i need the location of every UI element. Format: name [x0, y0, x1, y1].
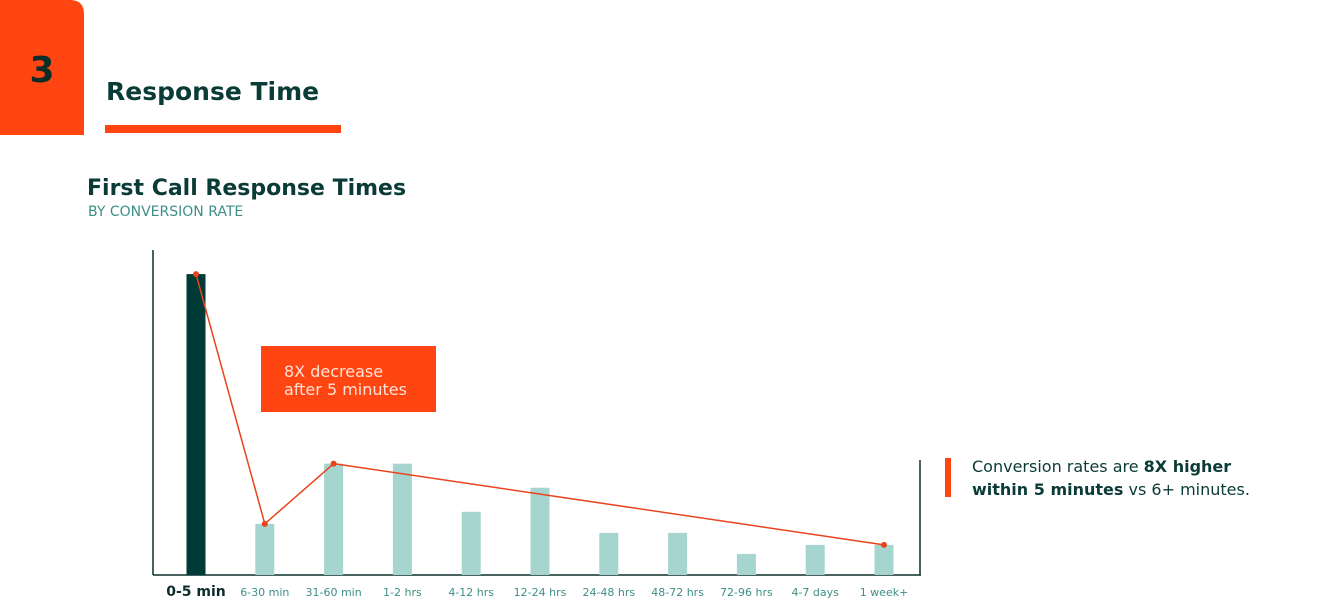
title-underline: [105, 125, 341, 133]
bar: [186, 274, 206, 575]
callout-line: Conversion rates are 8X higher: [972, 457, 1231, 476]
x-tick-label: 1 week+: [860, 586, 909, 599]
x-tick-label: 48-72 hrs: [651, 586, 704, 599]
annotation-box: [261, 346, 436, 412]
x-tick-label: 72-96 hrs: [720, 586, 773, 599]
callout-line: within 5 minutes vs 6+ minutes.: [972, 480, 1250, 499]
trend-line: [264, 463, 335, 525]
x-tick-label: 6-30 min: [240, 586, 289, 599]
bar: [461, 511, 481, 575]
plot: 0-5 min 6-30 min 31-60 min 1-2 hrs 4-12 hrs 1…: [166, 271, 908, 600]
x-tick-label: 4-12 hrs: [448, 586, 494, 599]
x-tick-label: 0-5 min: [166, 584, 226, 600]
bar: [324, 463, 344, 575]
trend-point: [193, 271, 199, 278]
x-tick-label: 4-7 days: [791, 586, 839, 599]
bar: [255, 523, 275, 575]
bar: [805, 544, 825, 575]
callout-text: within 5 minutes: [972, 480, 1123, 499]
x-tick-label: 12-24 hrs: [514, 586, 567, 599]
section-number: 3: [29, 50, 54, 91]
x-tick-label: 1-2 hrs: [383, 586, 422, 599]
callout-text: Conversion rates are: [972, 457, 1144, 476]
bar: [599, 532, 619, 575]
bar: [392, 463, 412, 575]
section-title: Response Time: [106, 77, 319, 106]
callout-text: vs 6+ minutes.: [1123, 480, 1250, 499]
x-tick-label: 31-60 min: [305, 586, 361, 599]
annotation-line: after 5 minutes: [284, 380, 407, 399]
chart-subtitle: BY CONVERSION RATE: [88, 204, 243, 220]
trend-point: [261, 520, 268, 527]
bar: [530, 487, 550, 575]
trend-point: [881, 541, 887, 548]
x-tick-label: 24-48 hrs: [582, 586, 635, 599]
bar: [668, 532, 688, 575]
section-badge: [0, 0, 84, 135]
callout-bar: [945, 458, 951, 497]
trend-point: [330, 460, 337, 467]
bar: [874, 544, 894, 575]
bar: [736, 553, 756, 575]
annotation-line: 8X decrease: [284, 362, 383, 381]
callout: Conversion rates are 8X higher within 5 m…: [972, 457, 1250, 499]
trend-line: [333, 462, 885, 546]
chart-title: First Call Response Times: [87, 176, 406, 201]
trend-line: [195, 273, 266, 525]
callout-text: 8X higher: [1144, 457, 1232, 476]
